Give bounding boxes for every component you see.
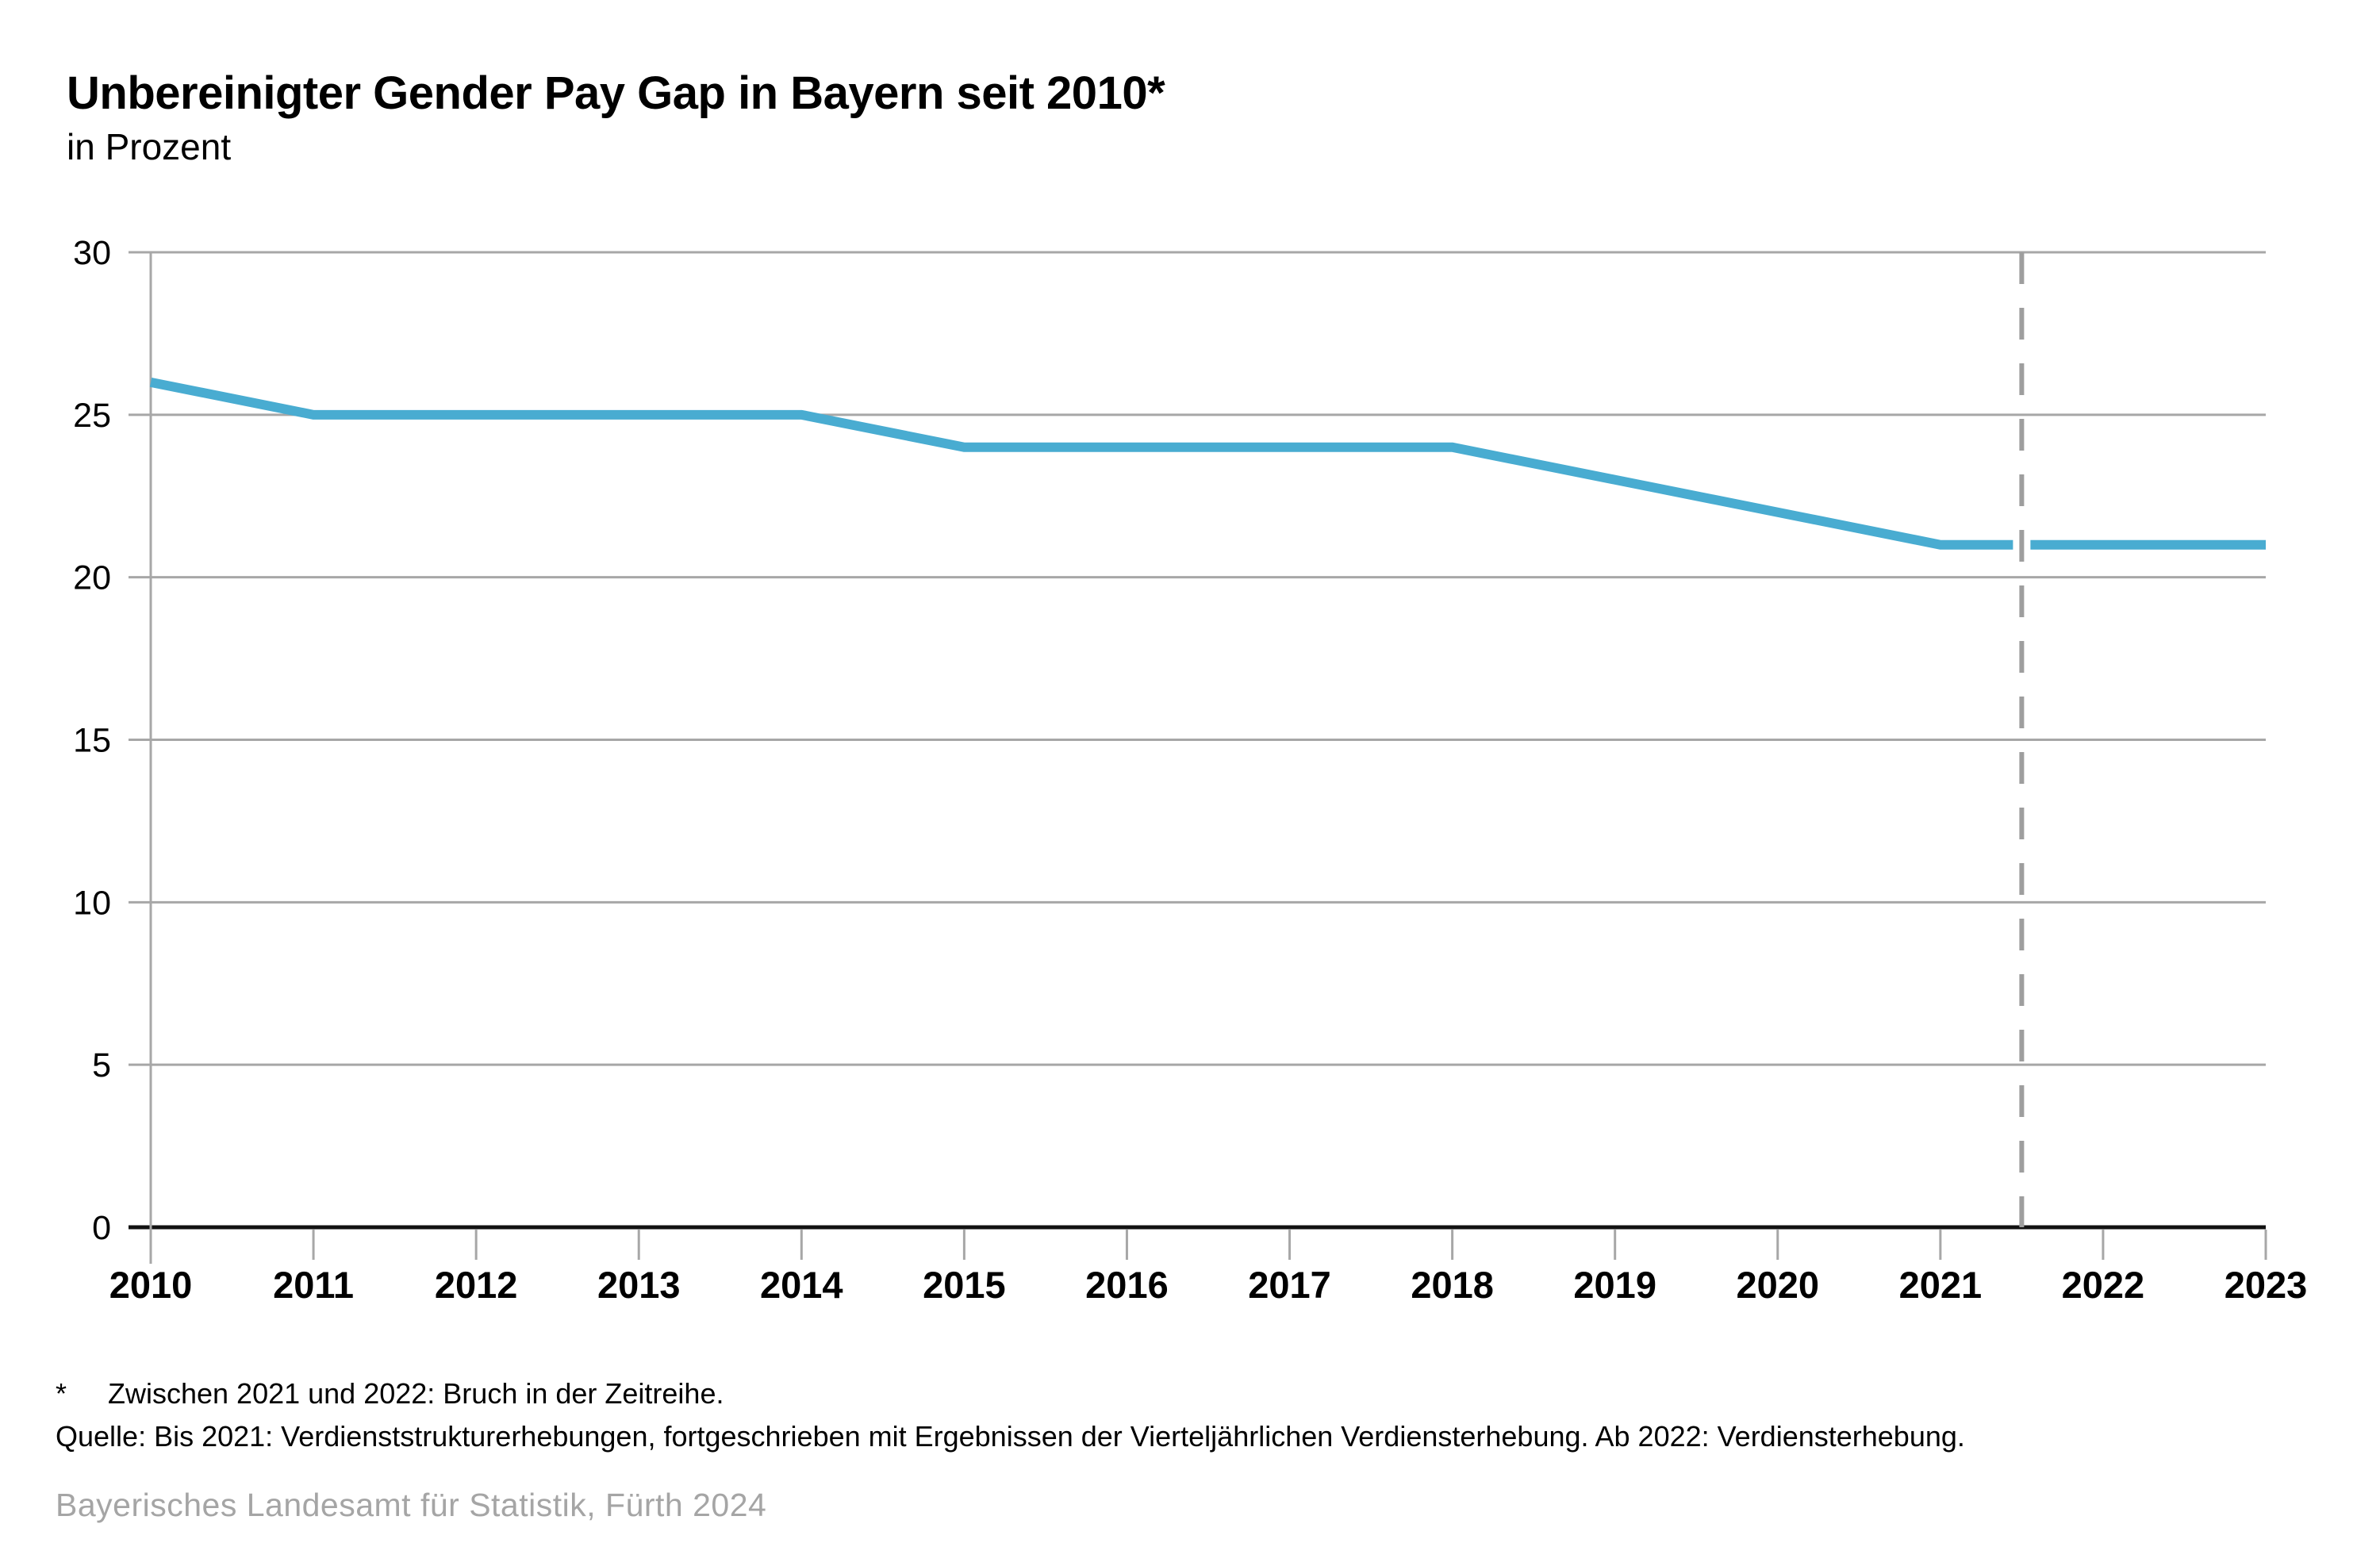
series-line-pre-break [149, 377, 2013, 550]
y-tick-label: 5 [92, 1046, 111, 1084]
x-tick-label: 2023 [2225, 1264, 2308, 1306]
chart-subtitle: in Prozent [67, 126, 232, 167]
y-tick-label: 10 [73, 884, 111, 922]
y-tick-label: 25 [73, 397, 111, 435]
footnote-break-text: Zwischen 2021 und 2022: Bruch in der Zei… [108, 1377, 724, 1410]
y-tick-label: 30 [73, 234, 111, 272]
y-tick-label: 0 [92, 1209, 111, 1247]
x-tick-label: 2017 [1248, 1264, 1331, 1306]
x-tick-label: 2022 [2062, 1264, 2145, 1306]
x-tick-label: 2012 [435, 1264, 518, 1306]
x-tick-label: 2011 [273, 1264, 354, 1306]
footnote-block: * Zwischen 2021 und 2022: Bruch in der Ze… [56, 1372, 1965, 1458]
footnote-asterisk: * [56, 1377, 67, 1410]
x-tick-label: 2019 [1573, 1264, 1656, 1306]
chart-title: Unbereinigter Gender Pay Gap in Bayern s… [67, 67, 1165, 119]
footnote-break: * Zwischen 2021 und 2022: Bruch in der Ze… [56, 1372, 1965, 1415]
x-tick-label: 2016 [1085, 1264, 1169, 1306]
x-tick-label: 2021 [1899, 1264, 1983, 1306]
x-tick-label: 2018 [1411, 1264, 1494, 1306]
y-tick-label: 20 [73, 559, 111, 597]
footnote-source: Quelle: Bis 2021: Verdienststrukturerheb… [56, 1420, 1965, 1453]
publisher-line: Bayerisches Landesamt für Statistik, Für… [56, 1487, 767, 1523]
x-tick-label: 2014 [760, 1264, 843, 1306]
y-tick-label: 15 [73, 722, 111, 760]
x-tick-label: 2015 [923, 1264, 1006, 1306]
x-tick-label: 2010 [109, 1264, 193, 1306]
x-tick-label: 2020 [1736, 1264, 1819, 1306]
x-tick-label: 2013 [597, 1264, 681, 1306]
